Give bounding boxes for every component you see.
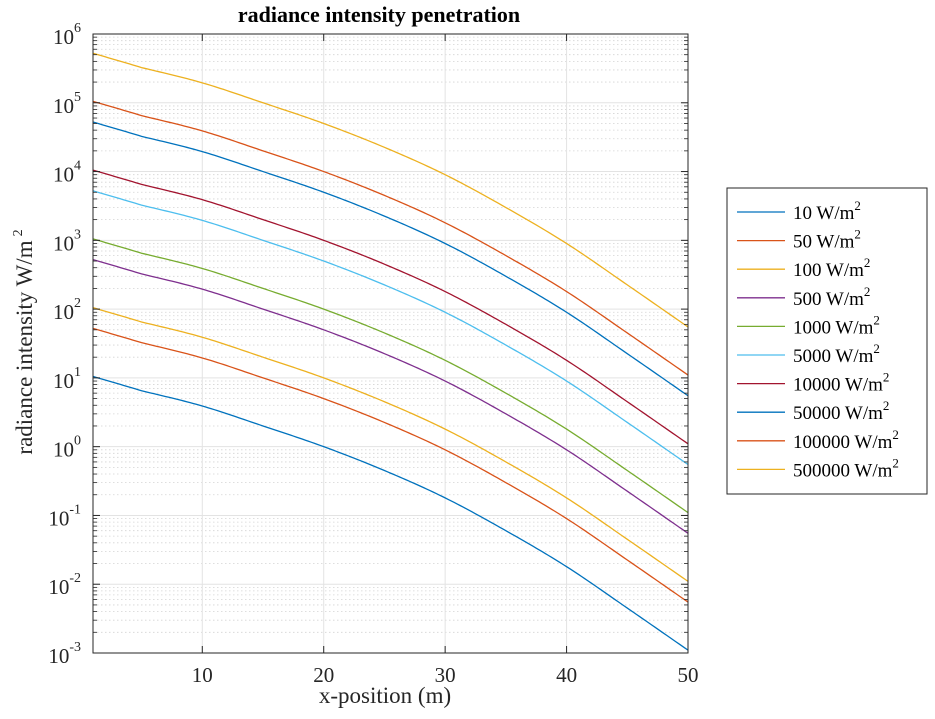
x-tick-label: 30 xyxy=(435,663,456,687)
legend-label-text: 500 W/m xyxy=(793,289,864,310)
y-tick-exponent: 0 xyxy=(74,434,81,449)
y-tick-label: 10-2 xyxy=(48,571,81,599)
legend-label: 50 W/m2 xyxy=(793,227,861,253)
series-line-2 xyxy=(92,327,689,603)
y-tick-exponent: 1 xyxy=(74,365,81,380)
y-tick-base: 10 xyxy=(48,506,69,530)
y-tick-exponent: 2 xyxy=(74,296,81,311)
legend-label: 100000 W/m2 xyxy=(793,427,899,453)
legend-label: 10 W/m2 xyxy=(793,198,861,224)
y-tick-exponent: -2 xyxy=(69,571,81,586)
y-tick-exponent: 4 xyxy=(74,159,81,174)
legend-label: 50000 W/m2 xyxy=(793,398,889,424)
x-tick-label: 10 xyxy=(192,663,213,687)
major-grid xyxy=(93,33,689,654)
series-line-5 xyxy=(92,238,689,514)
series-line-7 xyxy=(92,169,689,445)
legend-label-sup: 2 xyxy=(864,284,871,299)
y-tick-label: 101 xyxy=(53,365,81,393)
legend-label-sup: 2 xyxy=(854,198,861,213)
legend-label: 10000 W/m2 xyxy=(793,370,889,396)
legend-label-text: 100 W/m xyxy=(793,260,864,281)
plot-frame xyxy=(92,33,689,654)
x-tick-label: 20 xyxy=(313,663,334,687)
legend-label-text: 1000 W/m xyxy=(793,317,874,338)
y-axis-label-text: radiance intensity W/m xyxy=(12,240,37,454)
y-tick-label: 105 xyxy=(53,90,81,118)
y-tick-exponent: 3 xyxy=(74,227,81,242)
x-tick-label: 40 xyxy=(556,663,577,687)
y-tick-exponent: -3 xyxy=(69,640,81,655)
legend-label: 100 W/m2 xyxy=(793,255,870,281)
legend-label-sup: 2 xyxy=(883,398,890,413)
y-axis-label: radiance intensity W/m 2 xyxy=(11,229,37,454)
series-line-9 xyxy=(92,100,689,376)
x-tick-label: 50 xyxy=(678,663,699,687)
y-tick-label: 100 xyxy=(53,434,81,462)
series-line-10 xyxy=(92,52,689,328)
y-tick-label: 10-3 xyxy=(48,640,81,668)
y-tick-base: 10 xyxy=(48,575,69,599)
series-line-1 xyxy=(92,375,689,651)
y-tick-exponent: -1 xyxy=(69,502,81,517)
legend-label-text: 10 W/m xyxy=(793,203,855,224)
series-line-4 xyxy=(92,258,689,534)
series-line-3 xyxy=(92,307,689,582)
y-tick-label: 106 xyxy=(53,21,81,49)
y-tick-label: 10-1 xyxy=(48,502,81,530)
legend-label: 500 W/m2 xyxy=(793,284,870,310)
series-lines xyxy=(92,52,689,651)
y-tick-label: 104 xyxy=(53,159,81,187)
legend-label-sup: 2 xyxy=(854,227,861,242)
legend-label-sup: 2 xyxy=(883,370,890,385)
legend-label: 5000 W/m2 xyxy=(793,341,880,367)
y-tick-base: 10 xyxy=(53,438,74,462)
y-tick-exponent: 5 xyxy=(74,90,81,105)
y-tick-base: 10 xyxy=(53,300,74,324)
legend-label-sup: 2 xyxy=(892,455,899,470)
legend-label-text: 100000 W/m xyxy=(793,432,893,453)
legend-label-text: 10000 W/m xyxy=(793,375,883,396)
y-tick-base: 10 xyxy=(48,644,69,668)
legend-label-text: 50 W/m xyxy=(793,232,855,253)
legend-label-text: 5000 W/m xyxy=(793,346,874,367)
axis-ticks xyxy=(93,33,689,654)
y-tick-label: 102 xyxy=(53,296,81,324)
y-tick-base: 10 xyxy=(53,163,74,187)
series-line-6 xyxy=(92,190,689,466)
y-tick-base: 10 xyxy=(53,369,74,393)
legend-label: 500000 W/m2 xyxy=(793,455,899,481)
legend-label-sup: 2 xyxy=(873,341,880,356)
y-axis-label-sup: 2 xyxy=(11,229,26,236)
y-tick-label: 103 xyxy=(53,227,81,255)
y-tick-exponent: 6 xyxy=(74,21,81,36)
x-tick-labels: 10 20 30 40 50 xyxy=(192,663,699,687)
x-axis-label: x-position (m) xyxy=(319,683,451,708)
y-tick-base: 10 xyxy=(53,94,74,118)
chart-title: radiance intensity penetration xyxy=(238,2,520,27)
y-tick-base: 10 xyxy=(53,231,74,255)
legend-label: 1000 W/m2 xyxy=(793,312,880,338)
legend-label-text: 500000 W/m xyxy=(793,460,893,481)
series-line-8 xyxy=(92,121,689,397)
y-tick-base: 10 xyxy=(53,25,74,49)
legend-label-text: 50000 W/m xyxy=(793,403,883,424)
legend-label-sup: 2 xyxy=(864,255,871,270)
minor-grid xyxy=(93,36,688,633)
legend-box xyxy=(726,187,928,495)
legend-label-sup: 2 xyxy=(873,312,880,327)
legend-label-sup: 2 xyxy=(892,427,899,442)
